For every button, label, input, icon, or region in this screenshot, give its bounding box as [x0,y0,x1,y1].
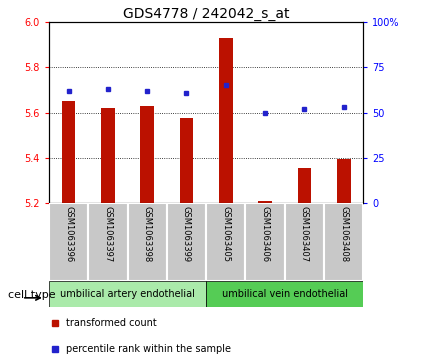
Bar [49,281,206,307]
Bar [167,203,206,281]
Bar [206,281,363,307]
Text: umbilical vein endothelial: umbilical vein endothelial [222,289,348,299]
Bar [128,203,167,281]
Bar [258,201,272,203]
Text: umbilical artery endothelial: umbilical artery endothelial [60,289,195,299]
Bar [140,106,154,203]
Bar [49,203,88,281]
Bar [101,108,115,203]
Bar [324,203,363,281]
Text: GSM1063407: GSM1063407 [300,205,309,262]
Text: percentile rank within the sample: percentile rank within the sample [66,344,231,354]
Bar [337,159,351,203]
Text: GSM1063405: GSM1063405 [221,205,230,262]
Text: GSM1063399: GSM1063399 [182,205,191,262]
Bar [180,118,193,203]
Bar [245,203,285,281]
Title: GDS4778 / 242042_s_at: GDS4778 / 242042_s_at [123,7,289,21]
Bar [62,101,75,203]
Text: GSM1063397: GSM1063397 [103,205,112,262]
Text: GSM1063406: GSM1063406 [261,205,269,262]
Bar [298,168,311,203]
Bar [88,203,128,281]
Bar [219,38,232,203]
Text: GSM1063408: GSM1063408 [339,205,348,262]
Text: transformed count: transformed count [66,318,157,327]
Text: cell type: cell type [8,290,56,300]
Bar [285,203,324,281]
Bar [206,203,245,281]
Text: GSM1063396: GSM1063396 [64,205,73,262]
Text: GSM1063398: GSM1063398 [143,205,152,262]
